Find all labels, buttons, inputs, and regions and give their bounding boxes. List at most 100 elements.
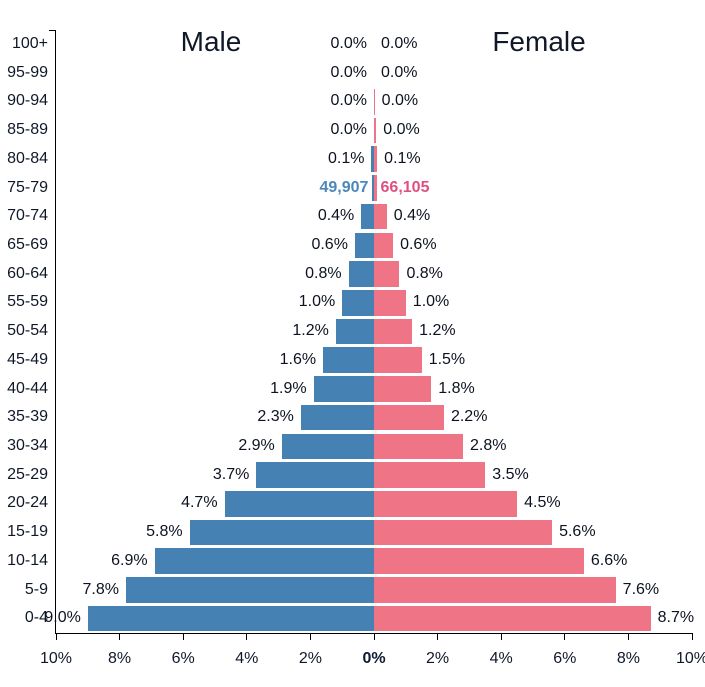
male-bar[interactable] bbox=[342, 289, 374, 316]
age-group-label: 40-44 bbox=[7, 379, 48, 397]
female-series-title: Female bbox=[492, 26, 586, 57]
y-axis-line bbox=[55, 30, 56, 633]
male-value-label: 2.9% bbox=[238, 437, 275, 454]
female-value-label: 4.5% bbox=[524, 494, 561, 512]
female-bar[interactable] bbox=[374, 175, 377, 201]
x-tick-label: 2% bbox=[426, 650, 450, 667]
female-value-label: 5.6% bbox=[559, 523, 596, 541]
female-value-label: 6.6% bbox=[590, 551, 628, 569]
male-value-count-label: 49,907 bbox=[319, 178, 369, 196]
age-group-label: 0-4 bbox=[24, 609, 48, 627]
female-value-label: 1.2% bbox=[419, 322, 456, 340]
female-value-label: 8.7% bbox=[657, 609, 695, 627]
female-value-label: 3.5% bbox=[492, 465, 529, 483]
male-value-label: 2.3% bbox=[257, 408, 294, 426]
age-group-label: 35-39 bbox=[7, 408, 48, 426]
x-tick-label: 2% bbox=[298, 650, 322, 667]
age-group-label: 45-49 bbox=[7, 350, 48, 368]
male-bar[interactable] bbox=[189, 519, 374, 546]
female-bar[interactable] bbox=[374, 577, 616, 603]
female-bar[interactable] bbox=[374, 605, 651, 632]
x-axis-tick bbox=[182, 633, 184, 640]
x-tick-label: 6% bbox=[171, 650, 195, 667]
male-bar[interactable] bbox=[335, 318, 374, 345]
x-axis-tick bbox=[309, 633, 311, 640]
female-bar[interactable] bbox=[374, 519, 553, 546]
female-bar[interactable] bbox=[374, 289, 406, 316]
age-group-label: 80-84 bbox=[7, 149, 48, 167]
female-bar[interactable] bbox=[374, 203, 387, 230]
female-value-label: 0.6% bbox=[400, 236, 437, 253]
male-value-label: 0.0% bbox=[330, 63, 367, 81]
female-bar[interactable] bbox=[374, 462, 486, 488]
male-bar[interactable] bbox=[87, 605, 374, 632]
female-bar[interactable] bbox=[374, 318, 413, 345]
age-group-label: 50-54 bbox=[7, 322, 48, 340]
female-bar[interactable] bbox=[374, 548, 584, 575]
female-bar[interactable] bbox=[374, 376, 432, 402]
age-group-label: 15-19 bbox=[7, 523, 48, 541]
male-value-label: 0.0% bbox=[330, 121, 367, 139]
male-bar[interactable] bbox=[125, 577, 374, 603]
male-bar[interactable] bbox=[300, 404, 374, 431]
male-value-label: 1.0% bbox=[298, 293, 336, 311]
x-tick-label: 4% bbox=[235, 650, 259, 667]
male-bar[interactable] bbox=[224, 490, 374, 517]
age-group-label: 55-59 bbox=[7, 293, 48, 311]
male-bar[interactable] bbox=[256, 462, 374, 488]
age-group-label: 30-34 bbox=[7, 437, 48, 454]
male-value-label: 6.9% bbox=[111, 551, 148, 569]
male-bar[interactable] bbox=[354, 232, 374, 259]
male-value-label: 0.4% bbox=[317, 207, 355, 225]
female-bar[interactable] bbox=[374, 232, 394, 259]
female-value-label: 7.6% bbox=[622, 580, 660, 598]
female-value-label: 1.8% bbox=[438, 379, 475, 397]
male-bar[interactable] bbox=[371, 146, 374, 173]
female-bar[interactable] bbox=[374, 404, 444, 431]
female-bar[interactable] bbox=[374, 146, 378, 173]
male-bar[interactable] bbox=[313, 376, 374, 402]
x-axis-tick bbox=[564, 633, 566, 640]
male-bar[interactable] bbox=[361, 203, 374, 230]
age-group-label: 70-74 bbox=[7, 207, 48, 225]
male-bar[interactable] bbox=[281, 433, 374, 460]
female-value-label: 0.0% bbox=[383, 121, 420, 139]
x-tick-label: 6% bbox=[553, 650, 577, 667]
female-value-label: 0.0% bbox=[381, 63, 418, 81]
female-bar[interactable] bbox=[374, 347, 422, 374]
age-group-label: 5-9 bbox=[24, 580, 48, 598]
y-axis-top-tick bbox=[49, 30, 56, 31]
female-bar[interactable] bbox=[374, 261, 400, 287]
male-value-label: 0.6% bbox=[311, 236, 348, 253]
male-value-label: 9.0% bbox=[44, 609, 81, 627]
age-group-label: 60-64 bbox=[7, 264, 48, 282]
male-value-label: 0.1% bbox=[328, 149, 365, 167]
female-bar[interactable] bbox=[374, 117, 377, 144]
female-value-label: 2.8% bbox=[470, 437, 507, 454]
female-value-label: 2.2% bbox=[450, 408, 488, 426]
male-value-label: 0.0% bbox=[330, 92, 367, 110]
male-bar[interactable] bbox=[154, 548, 374, 575]
age-group-label: 90-94 bbox=[7, 92, 48, 110]
female-bar[interactable] bbox=[374, 433, 464, 460]
female-bar[interactable] bbox=[374, 88, 375, 115]
male-value-label: 4.7% bbox=[181, 494, 218, 512]
male-bar[interactable] bbox=[372, 175, 374, 201]
age-group-label: 25-29 bbox=[7, 465, 48, 483]
age-group-label: 10-14 bbox=[7, 551, 48, 569]
x-tick-label: 8% bbox=[616, 650, 640, 667]
x-tick-label: 10% bbox=[675, 650, 705, 667]
age-group-label: 100+ bbox=[11, 35, 48, 52]
male-value-label: 1.6% bbox=[279, 350, 317, 368]
age-group-label: 65-69 bbox=[7, 236, 48, 253]
female-value-label: 0.0% bbox=[381, 92, 419, 110]
male-bar[interactable] bbox=[323, 347, 374, 374]
female-value-label: 1.0% bbox=[412, 293, 450, 311]
male-value-label: 1.2% bbox=[292, 322, 329, 340]
x-tick-label-zero: 0% bbox=[362, 650, 386, 667]
age-group-label: 85-89 bbox=[7, 121, 48, 139]
x-axis-tick bbox=[691, 633, 693, 640]
male-bar[interactable] bbox=[348, 261, 374, 287]
male-value-label: 3.7% bbox=[212, 465, 250, 483]
female-bar[interactable] bbox=[374, 490, 518, 517]
